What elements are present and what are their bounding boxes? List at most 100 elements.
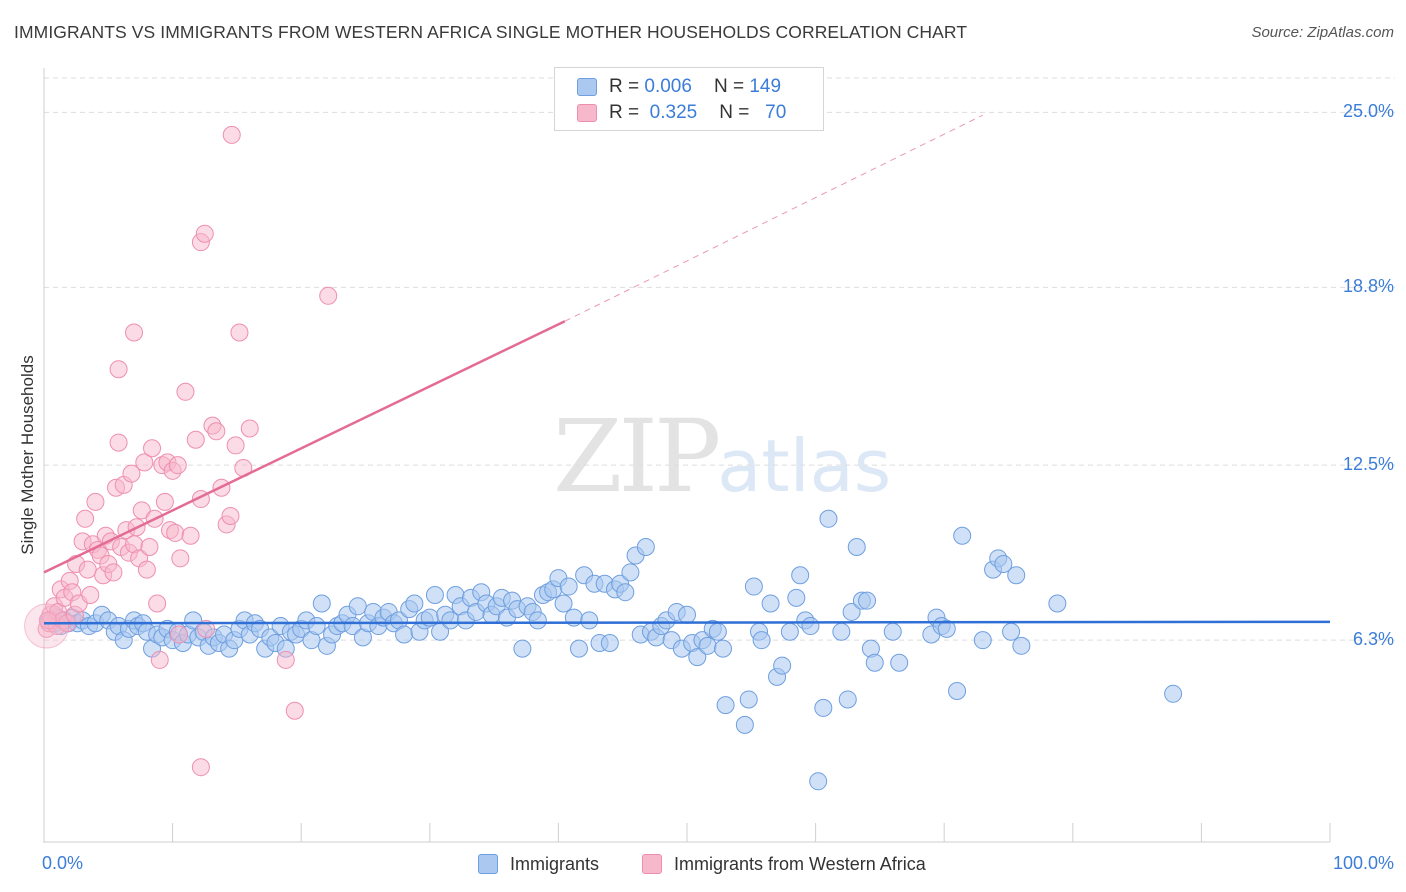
x-tick-label-min: 0.0% [42,853,84,873]
watermark-atlas: atlas [717,424,892,508]
data-point-immigrants [678,605,696,624]
data-point-western-africa [81,586,100,605]
legend-swatch-blue [577,78,597,96]
data-point-immigrants [858,591,877,610]
data-point-immigrants [735,715,754,734]
data-point-immigrants [714,639,733,658]
data-point-immigrants [847,538,866,557]
data-point-western-africa [240,419,259,438]
data-point-immigrants [1164,684,1183,703]
trend-line-western-africa [43,320,566,574]
legend-row-immigrants: R = 0.006 N = 149 [577,75,781,99]
data-point-western-africa [137,560,156,579]
data-point-western-africa [197,619,216,638]
data-point-immigrants [842,602,861,621]
data-point-immigrants [600,633,619,652]
data-point-immigrants [554,594,573,613]
data-point-immigrants [569,639,588,658]
data-point-western-africa [207,422,226,441]
data-point-immigrants [814,698,833,717]
legend-swatch-blue [478,854,498,874]
data-point-immigrants [801,617,820,636]
watermark-zip: ZIP [553,398,721,515]
data-point-western-africa [176,382,195,401]
data-point-western-africa [38,611,57,630]
data-point-immigrants [819,509,838,528]
legend-item-western-africa: Immigrants from Western Africa [642,851,926,877]
data-point-western-africa-cluster [24,603,70,649]
data-point-immigrants [636,538,655,557]
data-point-immigrants [890,653,909,672]
data-point-immigrants [425,586,444,605]
data-point-western-africa [132,501,151,520]
data-point-western-africa [109,360,128,379]
data-point-western-africa [76,509,95,528]
data-point-western-africa [166,523,185,542]
data-point-immigrants [708,622,727,641]
data-point-western-africa [78,560,97,579]
data-point-immigrants [307,617,326,636]
source-label: Source: ZipAtlas.com [1251,24,1394,41]
data-point-immigrants [883,622,902,641]
data-point-immigrants [395,625,414,644]
legend-label-western-africa: Immigrants from Western Africa [674,853,926,874]
y-tick-label: 18.8% [1342,276,1394,297]
data-point-immigrants [441,611,460,630]
data-point-western-africa [222,125,241,144]
data-point-immigrants [1012,636,1031,655]
grid-lines [44,77,1395,641]
data-point-western-africa [191,758,210,777]
data-point-immigrants [405,594,424,613]
series-western-africa [24,125,338,777]
data-point-immigrants [953,526,972,545]
data-point-immigrants [513,639,532,658]
data-point-western-africa [285,701,304,720]
data-point-immigrants [616,583,635,602]
data-point-western-africa [150,650,169,669]
legend-r-label: R = [609,102,640,123]
data-point-immigrants [1048,594,1067,613]
data-point-immigrants [780,622,799,641]
data-point-immigrants [580,611,599,630]
data-point-immigrants [761,594,780,613]
data-point-immigrants [773,656,792,675]
legend-n-label: N = [719,102,750,123]
data-point-immigrants [752,631,771,650]
data-point-immigrants [809,772,828,791]
legend-r-value: 0.325 [649,102,698,123]
data-point-western-africa [230,323,249,342]
data-point-western-africa [104,563,123,582]
data-point-immigrants [688,648,707,667]
data-point-western-africa [122,464,141,483]
legend-swatch-pink [577,104,597,122]
data-point-western-africa [171,549,190,568]
data-point-western-africa [221,506,240,525]
data-point-immigrants [348,597,367,616]
chart-title: IMMIGRANTS VS IMMIGRANTS FROM WESTERN AF… [14,22,968,42]
data-point-western-africa [109,433,128,452]
data-point-immigrants [184,611,203,630]
legend-swatch-pink [642,854,662,874]
legend-r-label: R = [609,76,640,97]
y-tick-label: 12.5% [1342,454,1394,475]
data-point-immigrants [716,696,735,715]
data-point-immigrants [838,690,857,709]
data-point-western-africa [226,436,245,455]
series-immigrants [40,509,1183,791]
data-point-western-africa [170,625,189,644]
data-point-western-africa [181,526,200,545]
data-point-western-africa [148,594,167,613]
data-point-western-africa [135,453,154,472]
y-tick-label: 25.0% [1342,101,1394,122]
data-point-immigrants [1007,566,1026,585]
data-point-immigrants [994,554,1013,573]
data-point-immigrants [698,636,717,655]
data-point-immigrants [528,611,547,630]
data-point-immigrants [865,653,884,672]
legend-n-value: 149 [749,76,782,97]
data-point-immigrants [787,588,806,607]
watermark: ZIPatlas [553,398,891,515]
data-point-western-africa [125,323,144,342]
legend-item-immigrants: Immigrants [478,851,599,877]
